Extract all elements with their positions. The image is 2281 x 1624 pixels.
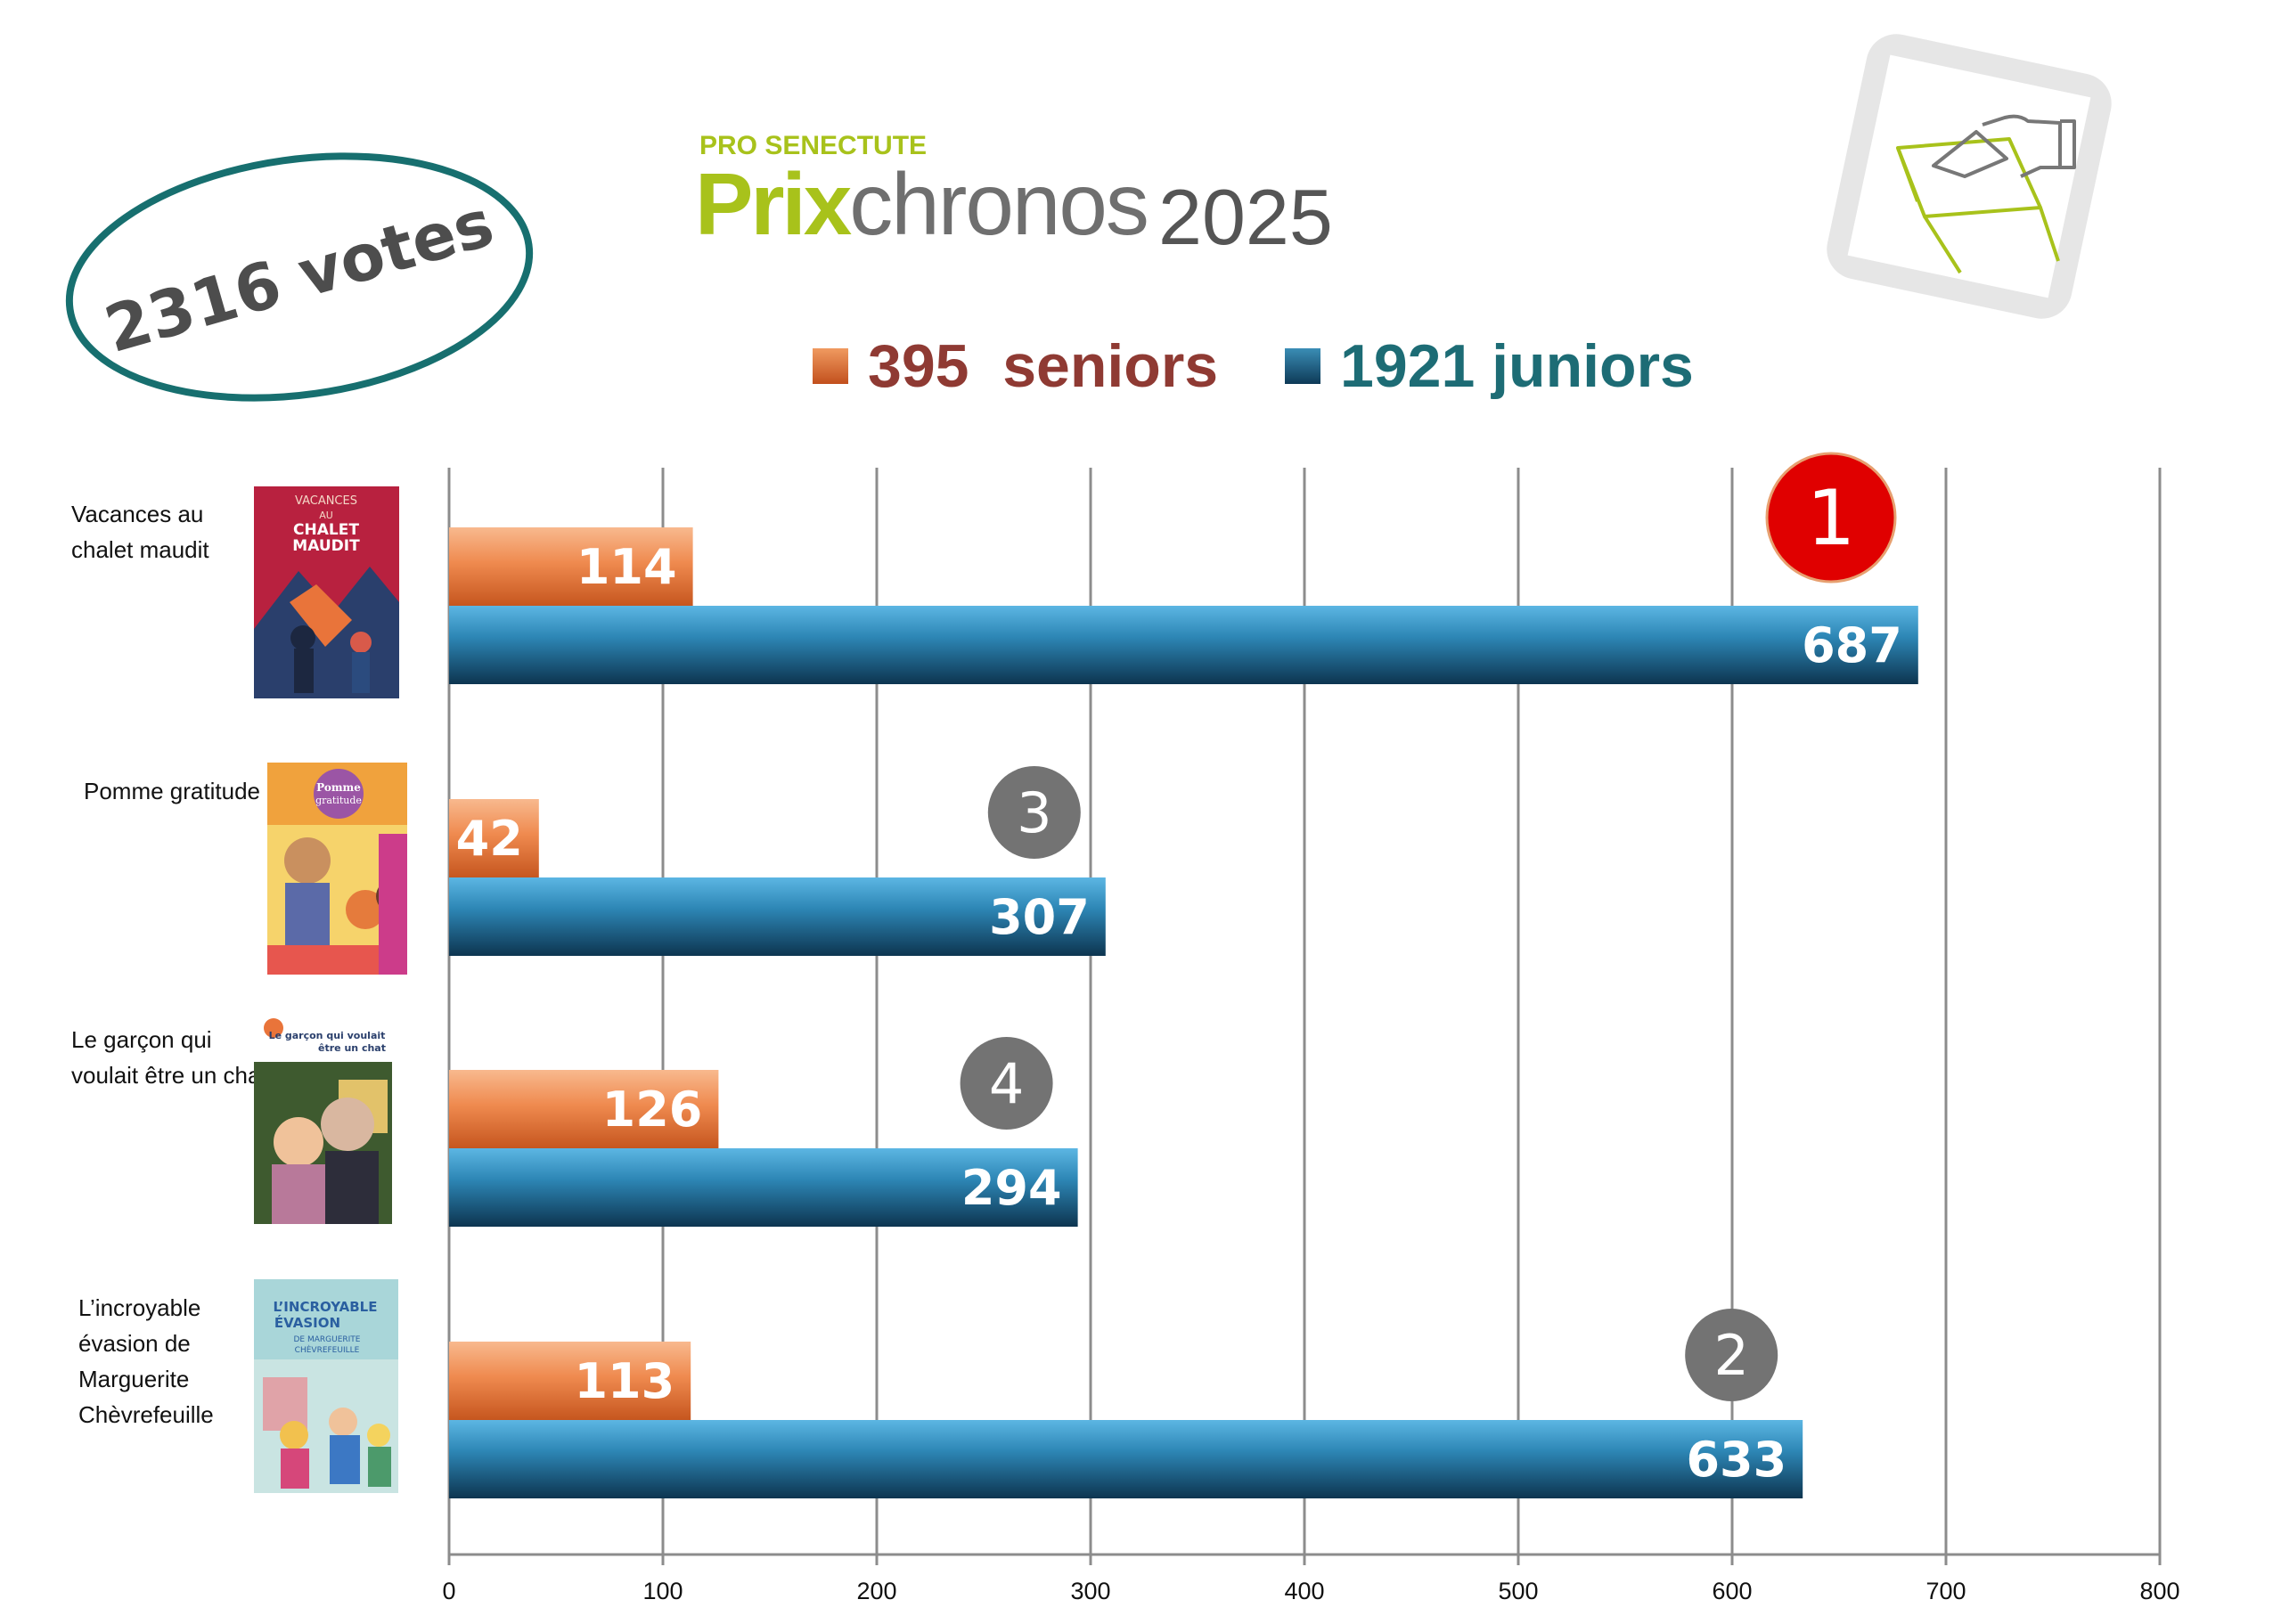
svg-text:Pomme: Pomme xyxy=(316,781,361,794)
book-cover-2: Pomme gratitude xyxy=(267,763,407,975)
rank-badge xyxy=(1765,452,1897,583)
total-votes-badge: 2316 votes xyxy=(65,152,534,402)
legend-label-juniors: 1921 juniors xyxy=(1340,332,1694,400)
book-title-1: Vacances au chalet maudit xyxy=(71,501,209,563)
bar-seniors xyxy=(449,799,539,877)
brand-top-label: PRO SENECTUTE xyxy=(699,131,928,160)
svg-text:AU: AU xyxy=(319,510,333,521)
svg-text:ÉVASION: ÉVASION xyxy=(274,1314,340,1331)
bar-label-juniors: 633 xyxy=(1686,1432,1786,1488)
svg-text:MAUDIT: MAUDIT xyxy=(292,537,360,555)
book-title-4: L’incroyable évasion de Marguerite Chèvr… xyxy=(78,1294,214,1428)
svg-text:Le garçon qui voulait: Le garçon qui voulait xyxy=(269,1030,386,1041)
bar-label-juniors: 307 xyxy=(989,889,1090,945)
legend-item-seniors: 395 seniors xyxy=(813,331,1218,401)
bar-seniors xyxy=(449,527,693,606)
bar-label-seniors: 42 xyxy=(456,811,523,867)
legend-label-seniors: 395 seniors xyxy=(868,332,1219,400)
rank-number: 3 xyxy=(1017,780,1051,845)
x-axis-ticks: 0 100 200 300 400 500 600 700 800 xyxy=(442,1578,2179,1604)
svg-text:L’INCROYABLE: L’INCROYABLE xyxy=(274,1299,378,1315)
bar-label-juniors: 687 xyxy=(1802,617,1902,673)
svg-text:être un chat: être un chat xyxy=(318,1042,386,1054)
x-tick-label: 700 xyxy=(1925,1578,1966,1604)
bar-seniors xyxy=(449,1342,691,1420)
bar-label-seniors: 126 xyxy=(602,1081,703,1138)
x-tick-label: 100 xyxy=(642,1578,683,1604)
book-title-2: Pomme gratitude xyxy=(84,778,260,804)
x-tick-label: 800 xyxy=(2139,1578,2179,1604)
book-cover-4: L’INCROYABLE ÉVASION DE MARGUERITE CHÈVR… xyxy=(254,1279,398,1493)
legend-swatch-juniors xyxy=(1285,348,1320,384)
votes-ellipse xyxy=(65,152,534,402)
svg-text:DE MARGUERITE: DE MARGUERITE xyxy=(294,1335,361,1344)
brand-logo-text: Prixchronos xyxy=(695,160,1149,248)
x-tick-label: 500 xyxy=(1498,1578,1538,1604)
brand-name-part2: chronos xyxy=(849,155,1149,253)
x-tick-label: 200 xyxy=(856,1578,896,1604)
brand-year: 2025 xyxy=(1158,173,1333,261)
bar-juniors xyxy=(449,877,1106,956)
svg-text:gratitude: gratitude xyxy=(315,795,362,806)
legend-item-juniors: 1921 juniors xyxy=(1285,331,1694,401)
rank-number: 1 xyxy=(1807,474,1856,563)
svg-text:CHALET: CHALET xyxy=(293,521,359,539)
rank-badge xyxy=(987,766,1081,859)
x-tick-label: 600 xyxy=(1712,1578,1752,1604)
rank-number: 2 xyxy=(1713,1323,1748,1388)
rank-number: 4 xyxy=(989,1051,1024,1116)
rank-badge xyxy=(1685,1309,1778,1401)
ballot-box-icon xyxy=(1827,34,2112,319)
x-tick-label: 0 xyxy=(442,1578,455,1604)
bar-label-juniors: 294 xyxy=(961,1160,1062,1216)
bar-label-seniors: 114 xyxy=(576,539,677,595)
legend-swatch-seniors xyxy=(813,348,848,384)
bar-juniors xyxy=(449,1420,1803,1498)
bar-juniors xyxy=(449,1148,1078,1227)
rank-badges: 1 3 4 2 xyxy=(960,452,1897,1401)
bar-juniors xyxy=(449,606,1918,684)
svg-text:VACANCES: VACANCES xyxy=(295,494,357,508)
bar-seniors xyxy=(449,1070,719,1148)
x-tick-label: 400 xyxy=(1284,1578,1324,1604)
bar-label-seniors: 113 xyxy=(574,1353,674,1409)
rank-badge xyxy=(960,1037,1053,1130)
x-tick-label: 300 xyxy=(1070,1578,1110,1604)
bars xyxy=(449,527,1918,1498)
book-title-3: Le garçon qui voulait être un chat xyxy=(71,1026,267,1089)
book-cover-1: VACANCES AU CHALET MAUDIT xyxy=(254,486,399,698)
book-cover-3: Le garçon qui voulait être un chat xyxy=(254,1017,392,1224)
brand-name-part1: Prix xyxy=(695,155,852,253)
svg-text:CHÈVREFEUILLE: CHÈVREFEUILLE xyxy=(295,1344,360,1355)
